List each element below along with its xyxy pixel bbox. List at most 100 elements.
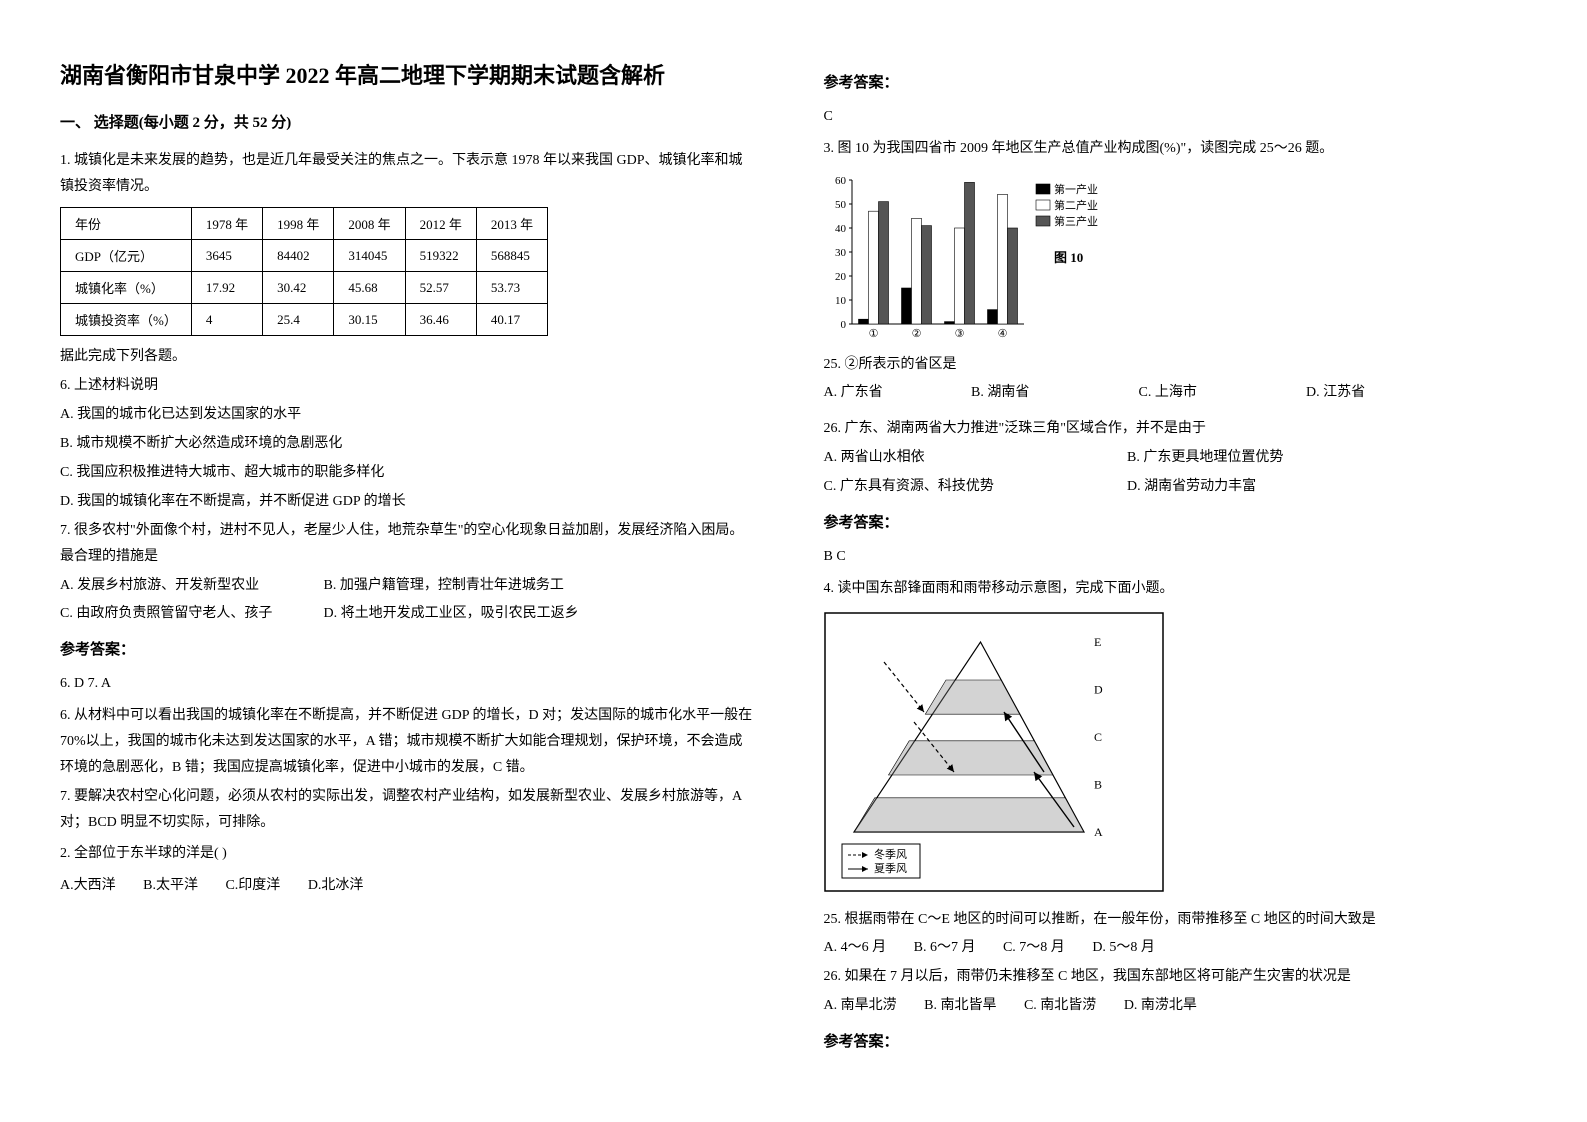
q1-table: 年份 1978 年 1998 年 2008 年 2012 年 2013 年 GD… <box>60 207 548 336</box>
section-1-title: 一、 选择题(每小题 2 分，共 52 分) <box>60 110 754 138</box>
opt: A. 4～6 月 <box>824 935 887 961</box>
q1-sub6-stem: 6. 上述材料说明 <box>60 373 754 399</box>
th: 1998 年 <box>263 208 334 240</box>
svg-text:20: 20 <box>835 271 847 283</box>
q4-25-stem: 25. 根据雨带在 C～E 地区的时间可以推断，在一般年份，雨带推移至 C 地区… <box>824 907 1528 933</box>
opt: D. 5～8 月 <box>1092 935 1155 961</box>
q3-26-stem: 26. 广东、湖南两省大力推进"泛珠三角"区域合作，并不是由于 <box>824 416 1528 442</box>
q3-25-options: A. 广东省 B. 湖南省 C. 上海市 D. 江苏省 <box>824 380 1528 406</box>
opt: D.北冰洋 <box>308 873 364 899</box>
q3-26-opts-row: C. 广东具有资源、科技优势 D. 湖南省劳动力丰富 <box>824 474 1528 500</box>
right-column: 参考答案： C 3. 图 10 为我国四省市 2009 年地区生产总值产业构成图… <box>794 0 1587 1122</box>
rain-belt-diagram: ABCDE冬季风夏季风 <box>824 612 1164 892</box>
td: 314045 <box>334 240 405 272</box>
q3-chart: 0102030405060①②③④第一产业第二产业第三产业图 10 <box>824 172 1528 342</box>
page-title: 湖南省衡阳市甘泉中学 2022 年高二地理下学期期末试题含解析 <box>60 60 754 92</box>
svg-text:30: 30 <box>835 247 847 259</box>
svg-text:0: 0 <box>840 319 846 331</box>
q1-sub6-opt: B. 城市规模不断扩大必然造成环境的急剧恶化 <box>60 431 754 457</box>
opt: D. 湖南省劳动力丰富 <box>1127 479 1256 494</box>
th: 年份 <box>61 208 192 240</box>
q1-sub7-opts-row: A. 发展乡村旅游、开发新型农业 B. 加强户籍管理，控制青壮年进城务工 <box>60 573 754 599</box>
q1-after-table: 据此完成下列各题。 <box>60 344 754 370</box>
td: 45.68 <box>334 272 405 304</box>
td: 519322 <box>405 240 476 272</box>
opt: D. 江苏省 <box>1306 380 1365 406</box>
svg-text:A: A <box>1094 825 1103 839</box>
q1-sub7-stem: 7. 很多农村"外面像个村，进村不见人，老屋少人住，地荒杂草生"的空心化现象日益… <box>60 518 754 570</box>
q1-answer: 6. D 7. A <box>60 671 754 697</box>
svg-text:④: ④ <box>997 328 1007 340</box>
q3-answer: B C <box>824 544 1528 570</box>
svg-text:冬季风: 冬季风 <box>874 847 907 861</box>
table-row: 城镇化率（%） 17.92 30.42 45.68 52.57 53.73 <box>61 272 548 304</box>
th: 2013 年 <box>476 208 547 240</box>
td: GDP（亿元） <box>61 240 192 272</box>
answer-heading: 参考答案： <box>60 637 754 665</box>
q1-intro: 1. 城镇化是未来发展的趋势，也是近几年最受关注的焦点之一。下表示意 1978 … <box>60 148 754 200</box>
table-row: 城镇投资率（%） 4 25.4 30.15 36.46 40.17 <box>61 304 548 336</box>
td: 52.57 <box>405 272 476 304</box>
td: 84402 <box>263 240 334 272</box>
td: 25.4 <box>263 304 334 336</box>
opt: C. 上海市 <box>1139 380 1279 406</box>
opt: C. 由政府负责照管留守老人、孩子 <box>60 601 320 627</box>
q3-stem: 3. 图 10 为我国四省市 2009 年地区生产总值产业构成图(%)"，读图完… <box>824 136 1528 162</box>
svg-text:图 10: 图 10 <box>1054 250 1083 265</box>
th: 1978 年 <box>191 208 262 240</box>
opt: B. 南北皆旱 <box>924 993 996 1019</box>
q2-answer: C <box>824 104 1528 130</box>
td: 40.17 <box>476 304 547 336</box>
opt: C.印度洋 <box>225 873 280 899</box>
svg-text:②: ② <box>911 328 921 340</box>
opt: A. 南旱北涝 <box>824 993 897 1019</box>
opt: D. 南涝北旱 <box>1124 993 1197 1019</box>
q4-stem: 4. 读中国东部锋面雨和雨带移动示意图，完成下面小题。 <box>824 576 1528 602</box>
left-column: 湖南省衡阳市甘泉中学 2022 年高二地理下学期期末试题含解析 一、 选择题(每… <box>0 0 794 1122</box>
opt: A.大西洋 <box>60 873 116 899</box>
opt: A. 广东省 <box>824 380 944 406</box>
svg-text:第一产业: 第一产业 <box>1054 182 1098 196</box>
td: 城镇化率（%） <box>61 272 192 304</box>
svg-text:B: B <box>1094 777 1102 791</box>
td: 568845 <box>476 240 547 272</box>
th: 2012 年 <box>405 208 476 240</box>
td: 17.92 <box>191 272 262 304</box>
q1-explain7: 7. 要解决农村空心化问题，必须从农村的实际出发，调整农村产业结构，如发展新型农… <box>60 784 754 836</box>
svg-text:60: 60 <box>835 175 847 187</box>
opt: C. 广东具有资源、科技优势 <box>824 474 1124 500</box>
svg-text:夏季风: 夏季风 <box>874 862 907 875</box>
opt: D. 将土地开发成工业区，吸引农民工返乡 <box>324 606 579 621</box>
td: 30.42 <box>263 272 334 304</box>
svg-text:C: C <box>1094 730 1102 744</box>
q1-explain6: 6. 从材料中可以看出我国的城镇化率在不断提高，并不断促进 GDP 的增长，D … <box>60 703 754 781</box>
td: 30.15 <box>334 304 405 336</box>
svg-text:40: 40 <box>835 223 847 235</box>
opt: B.太平洋 <box>143 873 198 899</box>
q1-sub6-opt: C. 我国应积极推进特大城市、超大城市的职能多样化 <box>60 460 754 486</box>
svg-text:50: 50 <box>835 199 847 211</box>
opt: C. 7～8 月 <box>1003 935 1065 961</box>
opt: A. 发展乡村旅游、开发新型农业 <box>60 573 320 599</box>
opt: B. 广东更具地理位置优势 <box>1127 450 1283 465</box>
table-row: 年份 1978 年 1998 年 2008 年 2012 年 2013 年 <box>61 208 548 240</box>
q1-sub7-opts-row: C. 由政府负责照管留守老人、孩子 D. 将土地开发成工业区，吸引农民工返乡 <box>60 601 754 627</box>
q1-sub6-opt: A. 我国的城市化已达到发达国家的水平 <box>60 402 754 428</box>
q4-figure: ABCDE冬季风夏季风 <box>824 612 1528 897</box>
q4-25-options: A. 4～6 月 B. 6～7 月 C. 7～8 月 D. 5～8 月 <box>824 935 1528 961</box>
opt: B. 湖南省 <box>971 380 1111 406</box>
td: 4 <box>191 304 262 336</box>
td: 3645 <box>191 240 262 272</box>
svg-text:①: ① <box>868 328 878 340</box>
table-row: GDP（亿元） 3645 84402 314045 519322 568845 <box>61 240 548 272</box>
stacked-bar-chart: 0102030405060①②③④第一产业第二产业第三产业图 10 <box>824 172 1144 342</box>
answer-heading: 参考答案： <box>824 510 1528 538</box>
q3-25-stem: 25. ②所表示的省区是 <box>824 352 1528 378</box>
svg-text:10: 10 <box>835 295 847 307</box>
answer-heading: 参考答案： <box>824 70 1528 98</box>
q4-26-options: A. 南旱北涝 B. 南北皆旱 C. 南北皆涝 D. 南涝北旱 <box>824 993 1528 1019</box>
opt: B. 加强户籍管理，控制青壮年进城务工 <box>324 578 564 593</box>
opt: A. 两省山水相依 <box>824 445 1124 471</box>
opt: B. 6～7 月 <box>914 935 976 961</box>
q1-sub6-opt: D. 我国的城镇化率在不断提高，并不断促进 GDP 的增长 <box>60 489 754 515</box>
